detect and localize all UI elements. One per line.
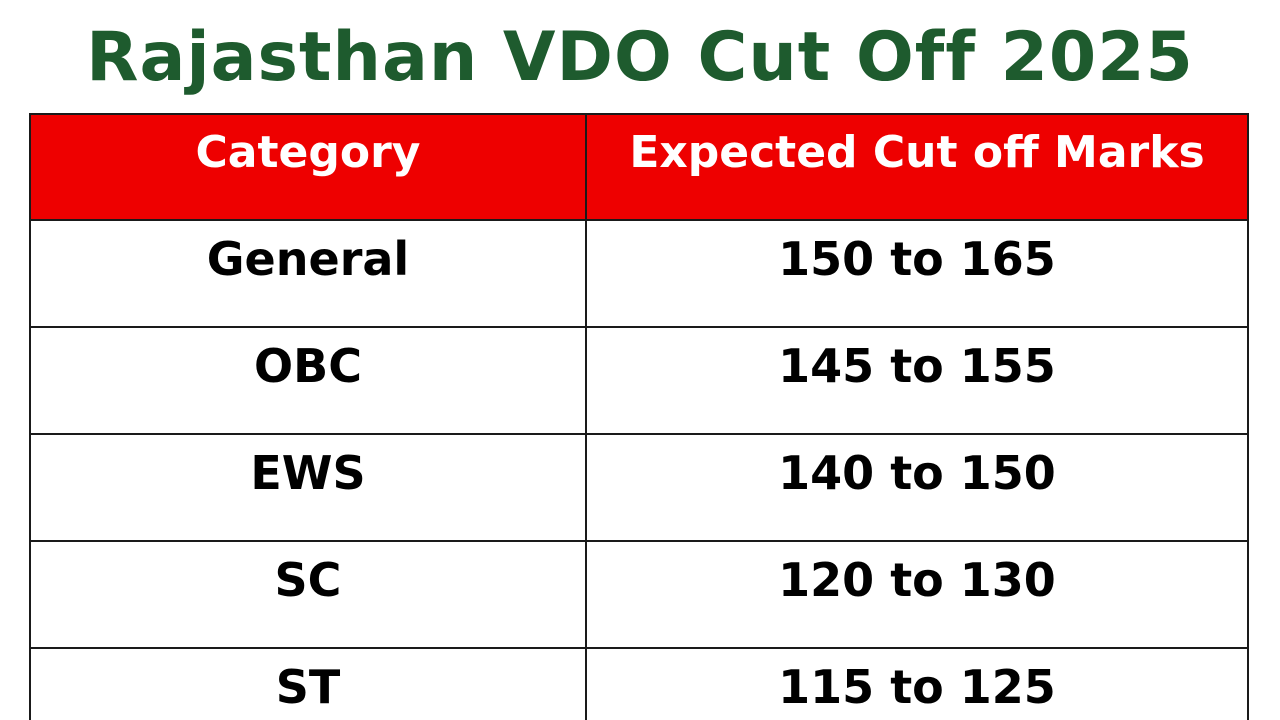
marks-cell: 115 to 125 (585, 647, 1249, 720)
category-cell: OBC (29, 326, 587, 435)
category-cell: EWS (29, 433, 587, 542)
category-cell: General (29, 219, 587, 328)
table-row: OBC 145 to 155 (29, 326, 1249, 435)
marks-cell: 120 to 130 (585, 540, 1249, 649)
table-row: SC 120 to 130 (29, 540, 1249, 649)
category-cell: SC (29, 540, 587, 649)
table-row: ST 115 to 125 (29, 647, 1249, 720)
marks-cell: 150 to 165 (585, 219, 1249, 328)
marks-cell: 145 to 155 (585, 326, 1249, 435)
category-cell: ST (29, 647, 587, 720)
table-row: EWS 140 to 150 (29, 433, 1249, 542)
cutoff-table: Category Expected Cut off Marks General … (29, 113, 1249, 720)
column-header-category: Category (29, 113, 587, 221)
table-header-row: Category Expected Cut off Marks (29, 113, 1249, 221)
column-header-expected-marks: Expected Cut off Marks (585, 113, 1249, 221)
table-row: General 150 to 165 (29, 219, 1249, 328)
page-title: Rajasthan VDO Cut Off 2025 (86, 18, 1194, 97)
marks-cell: 140 to 150 (585, 433, 1249, 542)
